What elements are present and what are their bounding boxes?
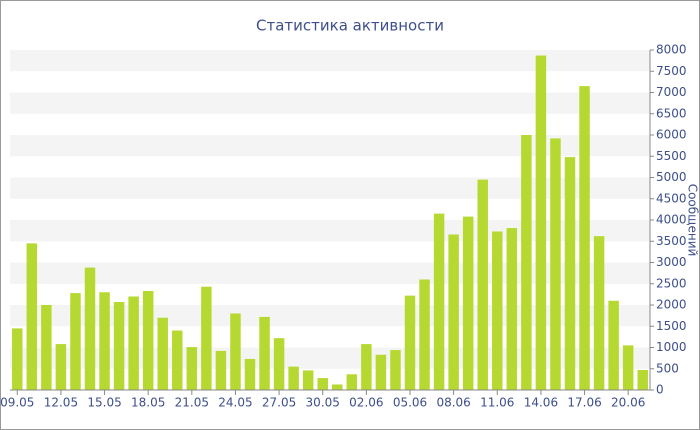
x-tick-label: 21.05 (175, 396, 209, 410)
bar (375, 354, 387, 390)
y-tick-label: 2500 (656, 276, 687, 290)
grid-band (10, 92, 650, 114)
bar (12, 328, 23, 390)
bar (477, 179, 488, 390)
y-axis-title: Сообщений (686, 184, 700, 257)
bar (404, 295, 416, 390)
bar (564, 157, 576, 390)
bar (433, 213, 445, 390)
x-tick-label: 05.06 (393, 396, 427, 410)
x-tick-label: 02.06 (349, 396, 383, 410)
x-tick-label: 27.05 (262, 396, 296, 410)
bar (535, 55, 547, 391)
bar (579, 86, 590, 390)
bar (244, 358, 256, 390)
bar (186, 347, 198, 390)
grid-band (10, 135, 650, 157)
bar (419, 279, 430, 390)
x-tick-label: 18.05 (131, 396, 165, 410)
y-tick-label: 1500 (656, 319, 687, 333)
grid-band (10, 220, 650, 242)
x-tick-label: 17.06 (567, 396, 601, 410)
x-tick-label: 08.06 (436, 396, 470, 410)
bar (332, 384, 343, 390)
bar (593, 236, 605, 390)
y-tick-label: 7000 (656, 85, 687, 99)
x-tick-label: 11.06 (480, 396, 514, 410)
grid-band (10, 347, 650, 369)
bar (172, 330, 183, 390)
bar (448, 234, 459, 390)
bar (462, 216, 474, 390)
x-tick-label: 20.06 (611, 396, 645, 410)
bar (259, 316, 270, 390)
bar (99, 292, 110, 390)
bar (273, 338, 285, 390)
y-tick-label: 0 (656, 383, 664, 397)
x-tick-label: 15.05 (87, 396, 121, 410)
bar (550, 138, 561, 390)
bar (201, 286, 212, 390)
bar (128, 296, 139, 390)
bar (521, 135, 532, 390)
bar (26, 243, 38, 390)
x-tick-label: 14.06 (524, 396, 558, 410)
x-tick-label: 30.05 (306, 396, 340, 410)
y-tick-label: 3000 (656, 255, 687, 269)
x-tick-label: 12.05 (44, 396, 78, 410)
grid-band (10, 177, 650, 199)
bar (215, 350, 227, 390)
bar (84, 267, 96, 390)
y-tick-label: 4000 (656, 213, 687, 227)
x-tick-label: 24.05 (218, 396, 252, 410)
y-tick-label: 500 (656, 361, 679, 375)
bar (492, 231, 503, 390)
y-tick-label: 8000 (656, 43, 687, 57)
bar (113, 302, 125, 390)
bar (157, 317, 168, 390)
bar (70, 293, 81, 390)
chart-title: Статистика активности (256, 17, 444, 35)
y-tick-label: 1000 (656, 340, 687, 354)
x-tick-label: 09.05 (0, 396, 34, 410)
y-tick-label: 5500 (656, 149, 687, 163)
y-tick-label: 2000 (656, 298, 687, 312)
bar (41, 305, 52, 390)
bar (55, 344, 67, 390)
y-tick-label: 6000 (656, 128, 687, 142)
bar (608, 300, 619, 390)
bar (637, 370, 648, 390)
bar (390, 350, 401, 390)
bar (506, 228, 518, 390)
bar (361, 344, 372, 390)
bar (142, 290, 154, 390)
grid-band (10, 50, 650, 72)
grid-band (10, 262, 650, 284)
bar (317, 378, 328, 390)
bar (302, 370, 314, 390)
bar (346, 374, 358, 390)
y-tick-label: 7500 (656, 64, 687, 78)
bar (622, 345, 634, 390)
y-tick-label: 4500 (656, 191, 687, 205)
y-tick-label: 3500 (656, 234, 687, 248)
bar (230, 313, 241, 390)
y-tick-label: 5000 (656, 170, 687, 184)
bar (288, 366, 299, 390)
grid-band (10, 305, 650, 327)
y-tick-label: 6500 (656, 106, 687, 120)
